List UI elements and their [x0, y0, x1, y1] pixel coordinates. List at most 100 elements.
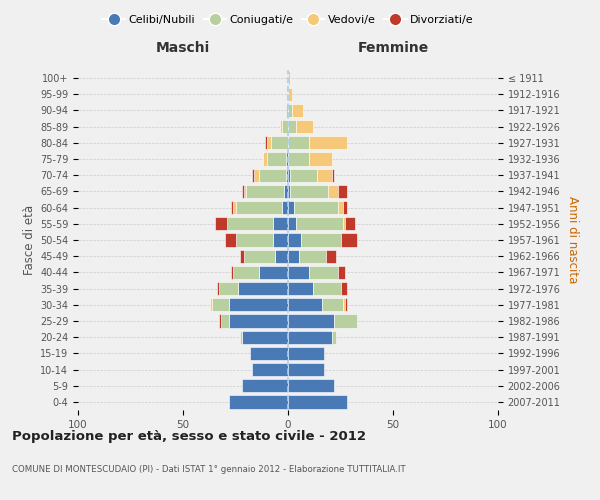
Bar [254, 168, 259, 182]
Bar [313, 282, 341, 295]
Bar [309, 152, 332, 166]
Bar [232, 201, 233, 214]
Bar [275, 250, 288, 263]
Bar [345, 217, 355, 230]
Text: Femmine: Femmine [358, 42, 428, 56]
Bar [259, 168, 286, 182]
Bar [240, 250, 244, 263]
Bar [288, 363, 324, 376]
Bar [233, 266, 259, 279]
Bar [288, 88, 292, 101]
Bar [292, 104, 303, 117]
Bar [244, 185, 246, 198]
Bar [288, 152, 309, 166]
Bar [232, 266, 233, 279]
Bar [332, 330, 337, 344]
Bar [288, 72, 290, 85]
Bar [341, 234, 358, 246]
Bar [288, 396, 347, 408]
Bar [338, 266, 345, 279]
Bar [240, 330, 242, 344]
Bar [217, 282, 218, 295]
Bar [280, 120, 282, 134]
Bar [229, 396, 288, 408]
Bar [301, 234, 341, 246]
Bar [229, 314, 288, 328]
Text: Maschi: Maschi [156, 42, 210, 56]
Bar [225, 234, 235, 246]
Bar [242, 330, 288, 344]
Bar [215, 217, 227, 230]
Bar [233, 201, 235, 214]
Bar [322, 298, 343, 312]
Bar [288, 201, 295, 214]
Bar [238, 282, 288, 295]
Bar [288, 314, 334, 328]
Bar [286, 152, 288, 166]
Bar [286, 168, 288, 182]
Bar [286, 104, 288, 117]
Bar [212, 298, 229, 312]
Bar [218, 314, 221, 328]
Bar [263, 152, 267, 166]
Bar [345, 298, 347, 312]
Bar [309, 266, 338, 279]
Bar [343, 201, 347, 214]
Bar [296, 120, 313, 134]
Bar [227, 217, 274, 230]
Bar [267, 136, 271, 149]
Bar [210, 298, 212, 312]
Bar [288, 136, 309, 149]
Bar [334, 314, 358, 328]
Bar [282, 201, 288, 214]
Bar [271, 136, 288, 149]
Bar [267, 152, 286, 166]
Bar [343, 217, 345, 230]
Y-axis label: Fasce di età: Fasce di età [23, 205, 36, 275]
Bar [229, 298, 288, 312]
Bar [288, 282, 313, 295]
Bar [282, 120, 288, 134]
Bar [290, 168, 317, 182]
Bar [242, 185, 244, 198]
Bar [343, 298, 345, 312]
Bar [235, 234, 274, 246]
Bar [328, 185, 338, 198]
Bar [338, 201, 343, 214]
Bar [295, 201, 338, 214]
Bar [299, 250, 326, 263]
Text: Popolazione per età, sesso e stato civile - 2012: Popolazione per età, sesso e stato civil… [12, 430, 366, 443]
Bar [288, 250, 299, 263]
Legend: Celibi/Nubili, Coniugati/e, Vedovi/e, Divorziati/e: Celibi/Nubili, Coniugati/e, Vedovi/e, Di… [98, 10, 478, 29]
Bar [288, 168, 290, 182]
Bar [242, 379, 288, 392]
Bar [259, 266, 288, 279]
Bar [288, 234, 301, 246]
Bar [288, 104, 292, 117]
Bar [246, 185, 284, 198]
Bar [309, 136, 347, 149]
Bar [250, 346, 288, 360]
Bar [288, 185, 290, 198]
Bar [274, 217, 288, 230]
Bar [317, 168, 332, 182]
Bar [288, 298, 322, 312]
Bar [284, 185, 288, 198]
Bar [244, 250, 275, 263]
Bar [288, 330, 332, 344]
Bar [274, 234, 288, 246]
Bar [288, 217, 296, 230]
Bar [326, 250, 337, 263]
Bar [296, 217, 343, 230]
Bar [332, 168, 334, 182]
Bar [218, 282, 238, 295]
Bar [288, 266, 309, 279]
Bar [290, 185, 328, 198]
Bar [288, 346, 324, 360]
Bar [235, 201, 282, 214]
Bar [341, 282, 347, 295]
Bar [288, 120, 296, 134]
Bar [221, 314, 229, 328]
Y-axis label: Anni di nascita: Anni di nascita [566, 196, 579, 284]
Text: COMUNE DI MONTESCUDAIO (PI) - Dati ISTAT 1° gennaio 2012 - Elaborazione TUTTITAL: COMUNE DI MONTESCUDAIO (PI) - Dati ISTAT… [12, 465, 406, 474]
